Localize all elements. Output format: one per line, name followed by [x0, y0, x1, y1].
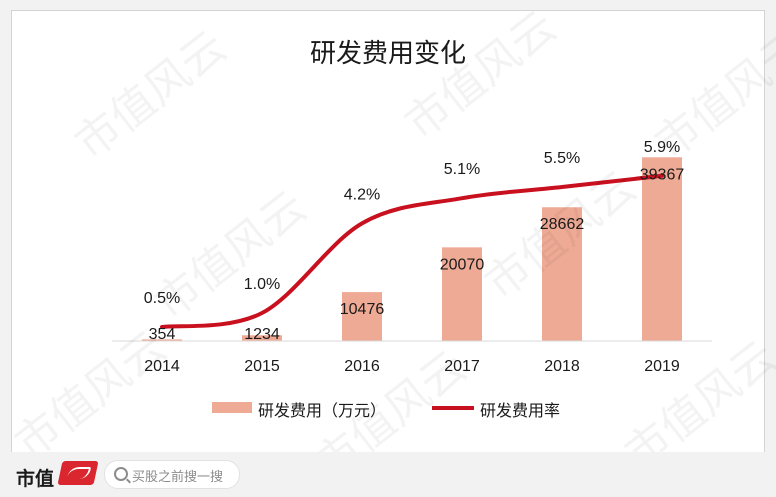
bar-value-label: 20070 [440, 256, 485, 273]
brand-logo-icon [57, 461, 99, 485]
legend-label-line: 研发费用率 [480, 401, 560, 420]
x-tick-label: 2016 [344, 358, 380, 375]
legend-label-bar: 研发费用（万元） [258, 401, 386, 420]
brand-name: 市值 [16, 468, 55, 490]
search-placeholder: 买股之前搜一搜 [132, 470, 224, 485]
line-value-label: 1.0% [244, 276, 280, 293]
bar-value-label: 28662 [540, 216, 585, 233]
bar-2019 [642, 157, 682, 341]
legend-swatch-bar [212, 402, 252, 413]
x-tick-label: 2019 [644, 358, 680, 375]
bar-2016 [342, 292, 382, 341]
line-value-label: 5.1% [444, 161, 480, 178]
chart-plot: 354 1234 10476 20070 28662 39367 0.5% 1.0% 4.2% 5… [112, 139, 712, 420]
bar-2018 [542, 207, 582, 341]
line-value-label: 5.5% [544, 150, 580, 167]
bar-value-label: 10476 [340, 301, 385, 318]
line-value-label: 0.5% [144, 290, 180, 307]
line-value-label: 4.2% [344, 186, 380, 203]
bar-2014 [142, 339, 182, 341]
search-box[interactable]: 买股之前搜一搜 [104, 460, 240, 489]
bar-2015 [242, 335, 282, 341]
footer-bar: 市值 买股之前搜一搜 [0, 452, 776, 497]
chart-card: 研发费用变化 354 1234 10476 20070 28662 39367 0.5% 1.… [11, 10, 765, 454]
line-value-label: 5.9% [644, 139, 680, 156]
bar-value-label: 39367 [640, 166, 685, 183]
x-tick-label: 2014 [144, 358, 180, 375]
chart-title: 研发费用变化 [309, 39, 466, 69]
bar-2017 [442, 247, 482, 341]
bar-value-label: 354 [149, 326, 176, 343]
x-tick-label: 2015 [244, 358, 280, 375]
bar-value-label: 1234 [244, 326, 280, 343]
x-tick-label: 2017 [444, 358, 480, 375]
x-tick-label: 2018 [544, 358, 580, 375]
line-series-rate [160, 173, 664, 329]
search-icon [114, 467, 128, 481]
